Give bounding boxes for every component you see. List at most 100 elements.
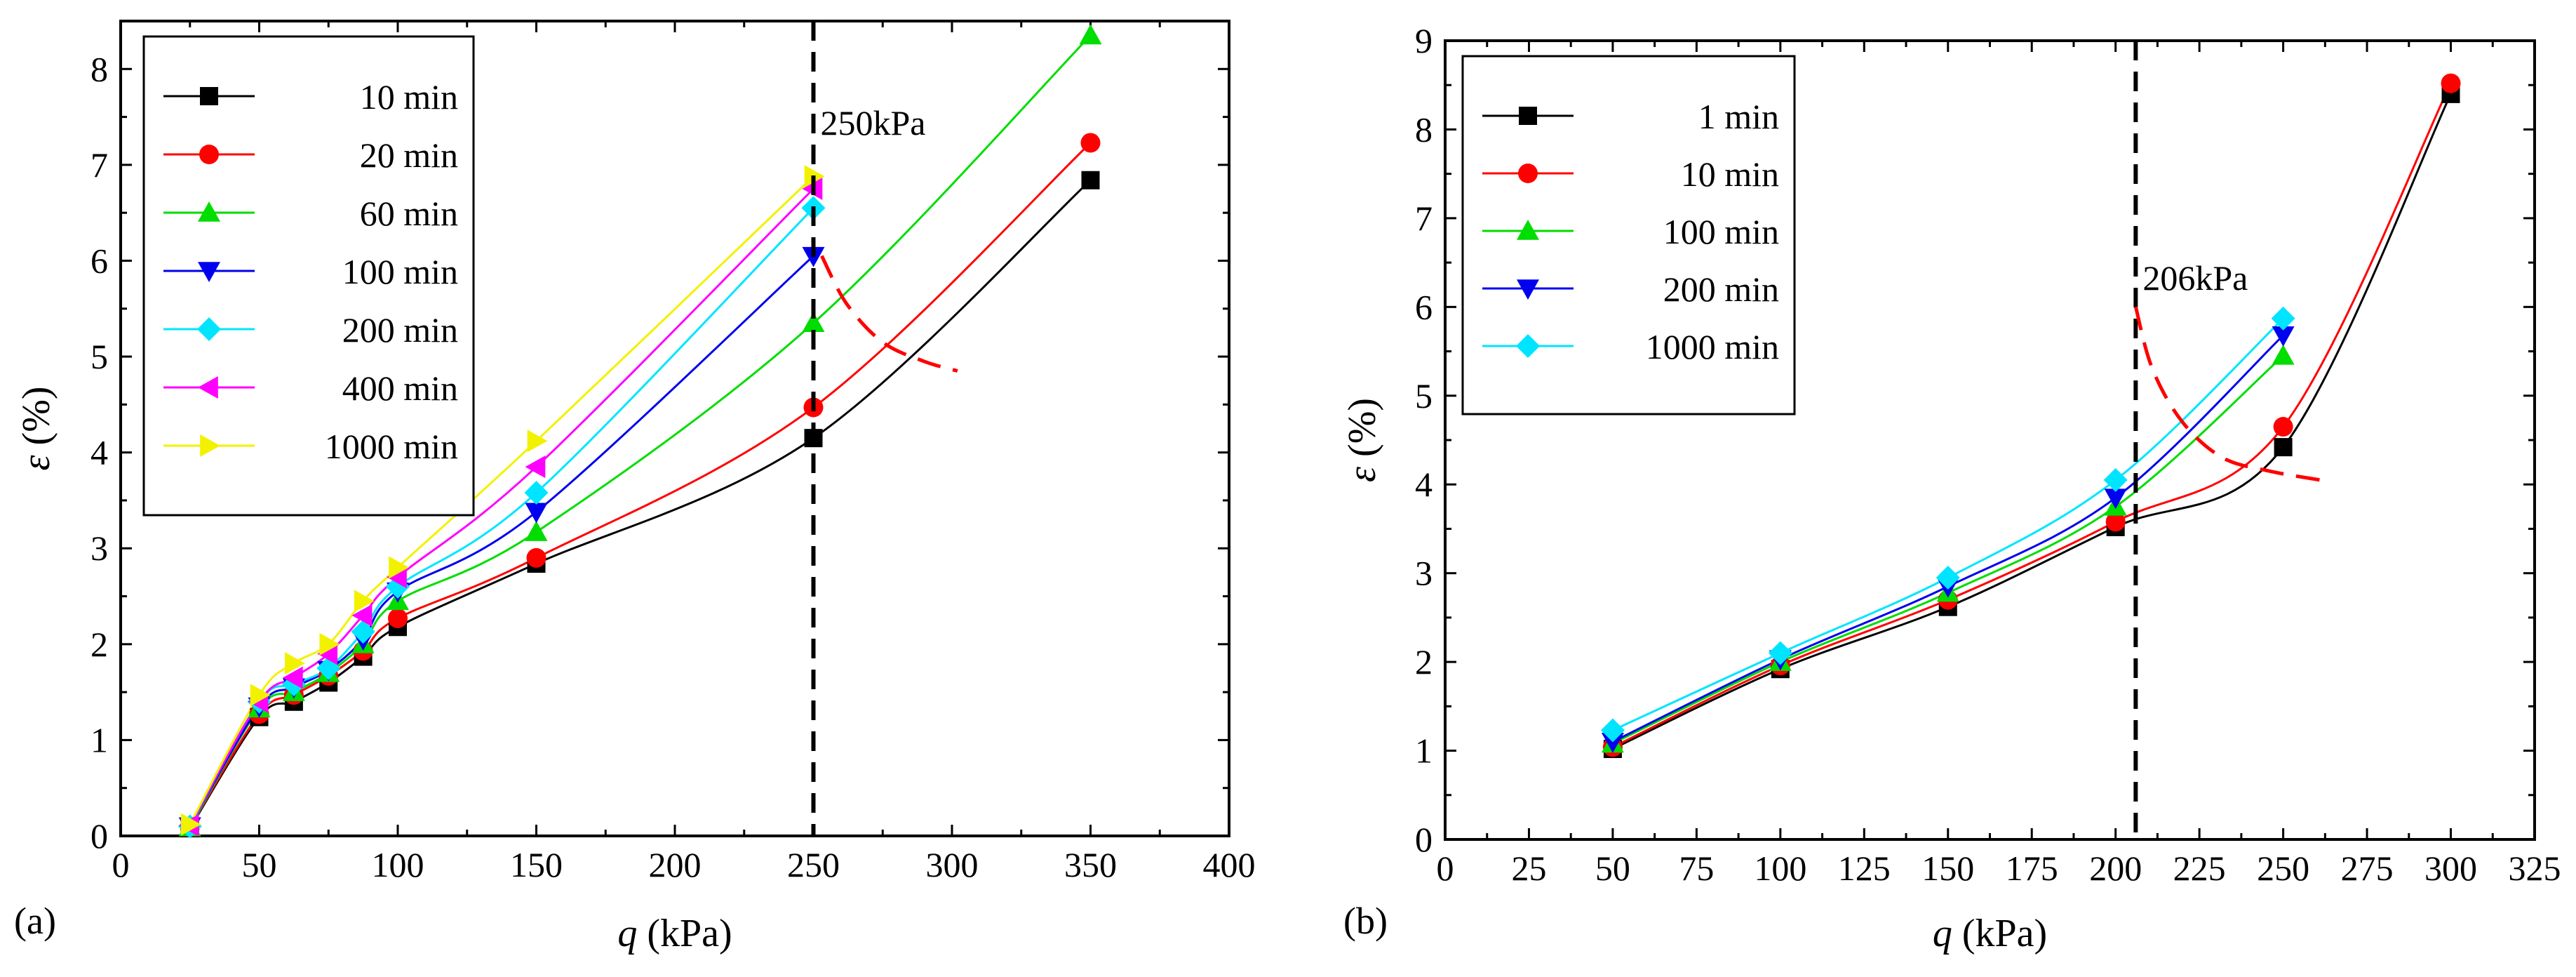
- x-tick-label: 275: [2341, 849, 2394, 888]
- limit-curve: [2133, 306, 2321, 482]
- legend-marker: [199, 145, 219, 164]
- data-point-1000-min: [2271, 306, 2295, 331]
- y-axis-unit: (%): [15, 386, 58, 455]
- y-axis-unit: (%): [1341, 398, 1384, 467]
- y-tick-label: 1: [90, 720, 108, 759]
- x-tick-label: 75: [1679, 849, 1714, 888]
- x-tick-label: 50: [242, 845, 277, 884]
- x-axis-unit: (kPa): [1952, 912, 2047, 955]
- y-tick-label: 0: [1415, 820, 1433, 859]
- x-tick-label: 250: [787, 845, 840, 884]
- x-tick-label: 0: [1437, 849, 1454, 888]
- x-tick-label: 125: [1838, 849, 1891, 888]
- legend-marker: [198, 376, 218, 399]
- data-point-10-min: [2273, 417, 2293, 437]
- series-line-20-min: [189, 142, 1092, 828]
- data-point-200-min: [524, 481, 549, 505]
- data-point-1000-min: [1600, 718, 1625, 743]
- y-tick-label: 4: [1415, 465, 1433, 504]
- limit-curve: [820, 255, 958, 373]
- legend-marker: [198, 201, 220, 222]
- data-point-1-min: [2274, 438, 2293, 457]
- x-tick-label: 200: [649, 845, 702, 884]
- data-point-60-min: [525, 521, 548, 541]
- x-tick-label: 300: [926, 845, 979, 884]
- legend-label: 400 min: [342, 368, 458, 408]
- data-point-1000-min: [354, 590, 375, 613]
- data-point-10-min: [1081, 171, 1100, 190]
- legend-marker: [1518, 164, 1538, 183]
- data-point-20-min: [388, 608, 408, 628]
- data-point-1000-min: [180, 813, 201, 836]
- data-point-60-min: [802, 312, 825, 333]
- y-tick-label: 7: [90, 145, 108, 185]
- data-point-100-min: [802, 246, 825, 267]
- x-tick-label: 0: [112, 845, 130, 884]
- legend-marker: [200, 87, 218, 105]
- x-tick-label: 350: [1064, 845, 1117, 884]
- x-tick-label: 225: [2173, 849, 2226, 888]
- series-line-10-min: [189, 179, 1092, 829]
- y-tick-label: 6: [1415, 287, 1433, 326]
- x-tick-label: 100: [372, 845, 424, 884]
- series-line-60-min: [189, 34, 1092, 828]
- y-axis-title: ε (%): [15, 386, 58, 470]
- x-tick-label: 300: [2424, 849, 2477, 888]
- legend-label: 100 min: [1663, 212, 1779, 251]
- data-point-200-min: [1601, 733, 1624, 753]
- y-tick-label: 3: [1415, 554, 1433, 593]
- data-point-1000-min: [389, 556, 409, 579]
- x-tick-label: 25: [1511, 849, 1546, 888]
- legend-label: 60 min: [360, 194, 458, 233]
- legend-marker: [197, 317, 221, 341]
- data-point-200-min: [2104, 488, 2127, 510]
- x-tick-label: 175: [2006, 849, 2058, 888]
- x-tick-label: 250: [2257, 849, 2309, 888]
- x-tick-label: 400: [1203, 845, 1256, 884]
- data-point-1000-min: [2103, 467, 2128, 492]
- threshold-label: 250kPa: [821, 103, 926, 142]
- legend-label: 10 min: [360, 77, 458, 117]
- series-line-1-min: [1612, 93, 2452, 750]
- x-tick-label: 150: [1921, 849, 1974, 888]
- y-tick-label: 2: [1415, 642, 1433, 682]
- x-axis-unit: (kPa): [637, 912, 732, 955]
- y-tick-label: 7: [1415, 199, 1433, 238]
- data-point-1000-min: [285, 652, 305, 675]
- y-tick-label: 8: [90, 49, 108, 88]
- data-point-1000-min: [527, 430, 548, 453]
- x-tick-label: 100: [1754, 849, 1806, 888]
- legend-label: 1 min: [1698, 97, 1779, 136]
- panel-label: (a): [14, 900, 56, 942]
- panel-b: 0 25 50 75 100 125 150 175 200 225 250 275 300 325012…: [1341, 21, 2561, 955]
- legend-marker: [200, 434, 220, 457]
- data-point-1000-min: [250, 684, 271, 707]
- x-tick-label: 150: [510, 845, 563, 884]
- y-tick-label: 4: [90, 433, 108, 472]
- x-axis-variable: q: [617, 912, 637, 955]
- y-tick-label: 9: [1415, 21, 1433, 60]
- y-axis-title: ε (%): [1341, 398, 1384, 482]
- data-point-10-min: [2105, 512, 2126, 532]
- legend-label: 100 min: [342, 252, 458, 291]
- data-point-100-min: [2272, 344, 2295, 365]
- y-tick-label: 8: [1415, 109, 1433, 149]
- y-tick-label: 0: [90, 816, 108, 856]
- data-point-400-min: [351, 604, 373, 627]
- legend-marker: [198, 262, 220, 282]
- data-point-20-min: [1080, 133, 1101, 153]
- legend-label: 200 min: [342, 310, 458, 350]
- data-point-10-min: [2441, 73, 2461, 93]
- legend-label: 20 min: [360, 135, 458, 175]
- data-point-100-min: [525, 503, 548, 524]
- y-tick-label: 3: [90, 529, 108, 568]
- data-point-1000-min: [1936, 565, 1960, 590]
- x-tick-label: 325: [2509, 849, 2561, 888]
- y-tick-label: 2: [90, 625, 108, 664]
- panel-label: (b): [1343, 900, 1388, 942]
- y-tick-label: 1: [1415, 731, 1433, 771]
- legend-label: 1000 min: [325, 427, 458, 466]
- x-axis-title: q (kPa): [617, 912, 732, 955]
- x-tick-label: 200: [2089, 849, 2142, 888]
